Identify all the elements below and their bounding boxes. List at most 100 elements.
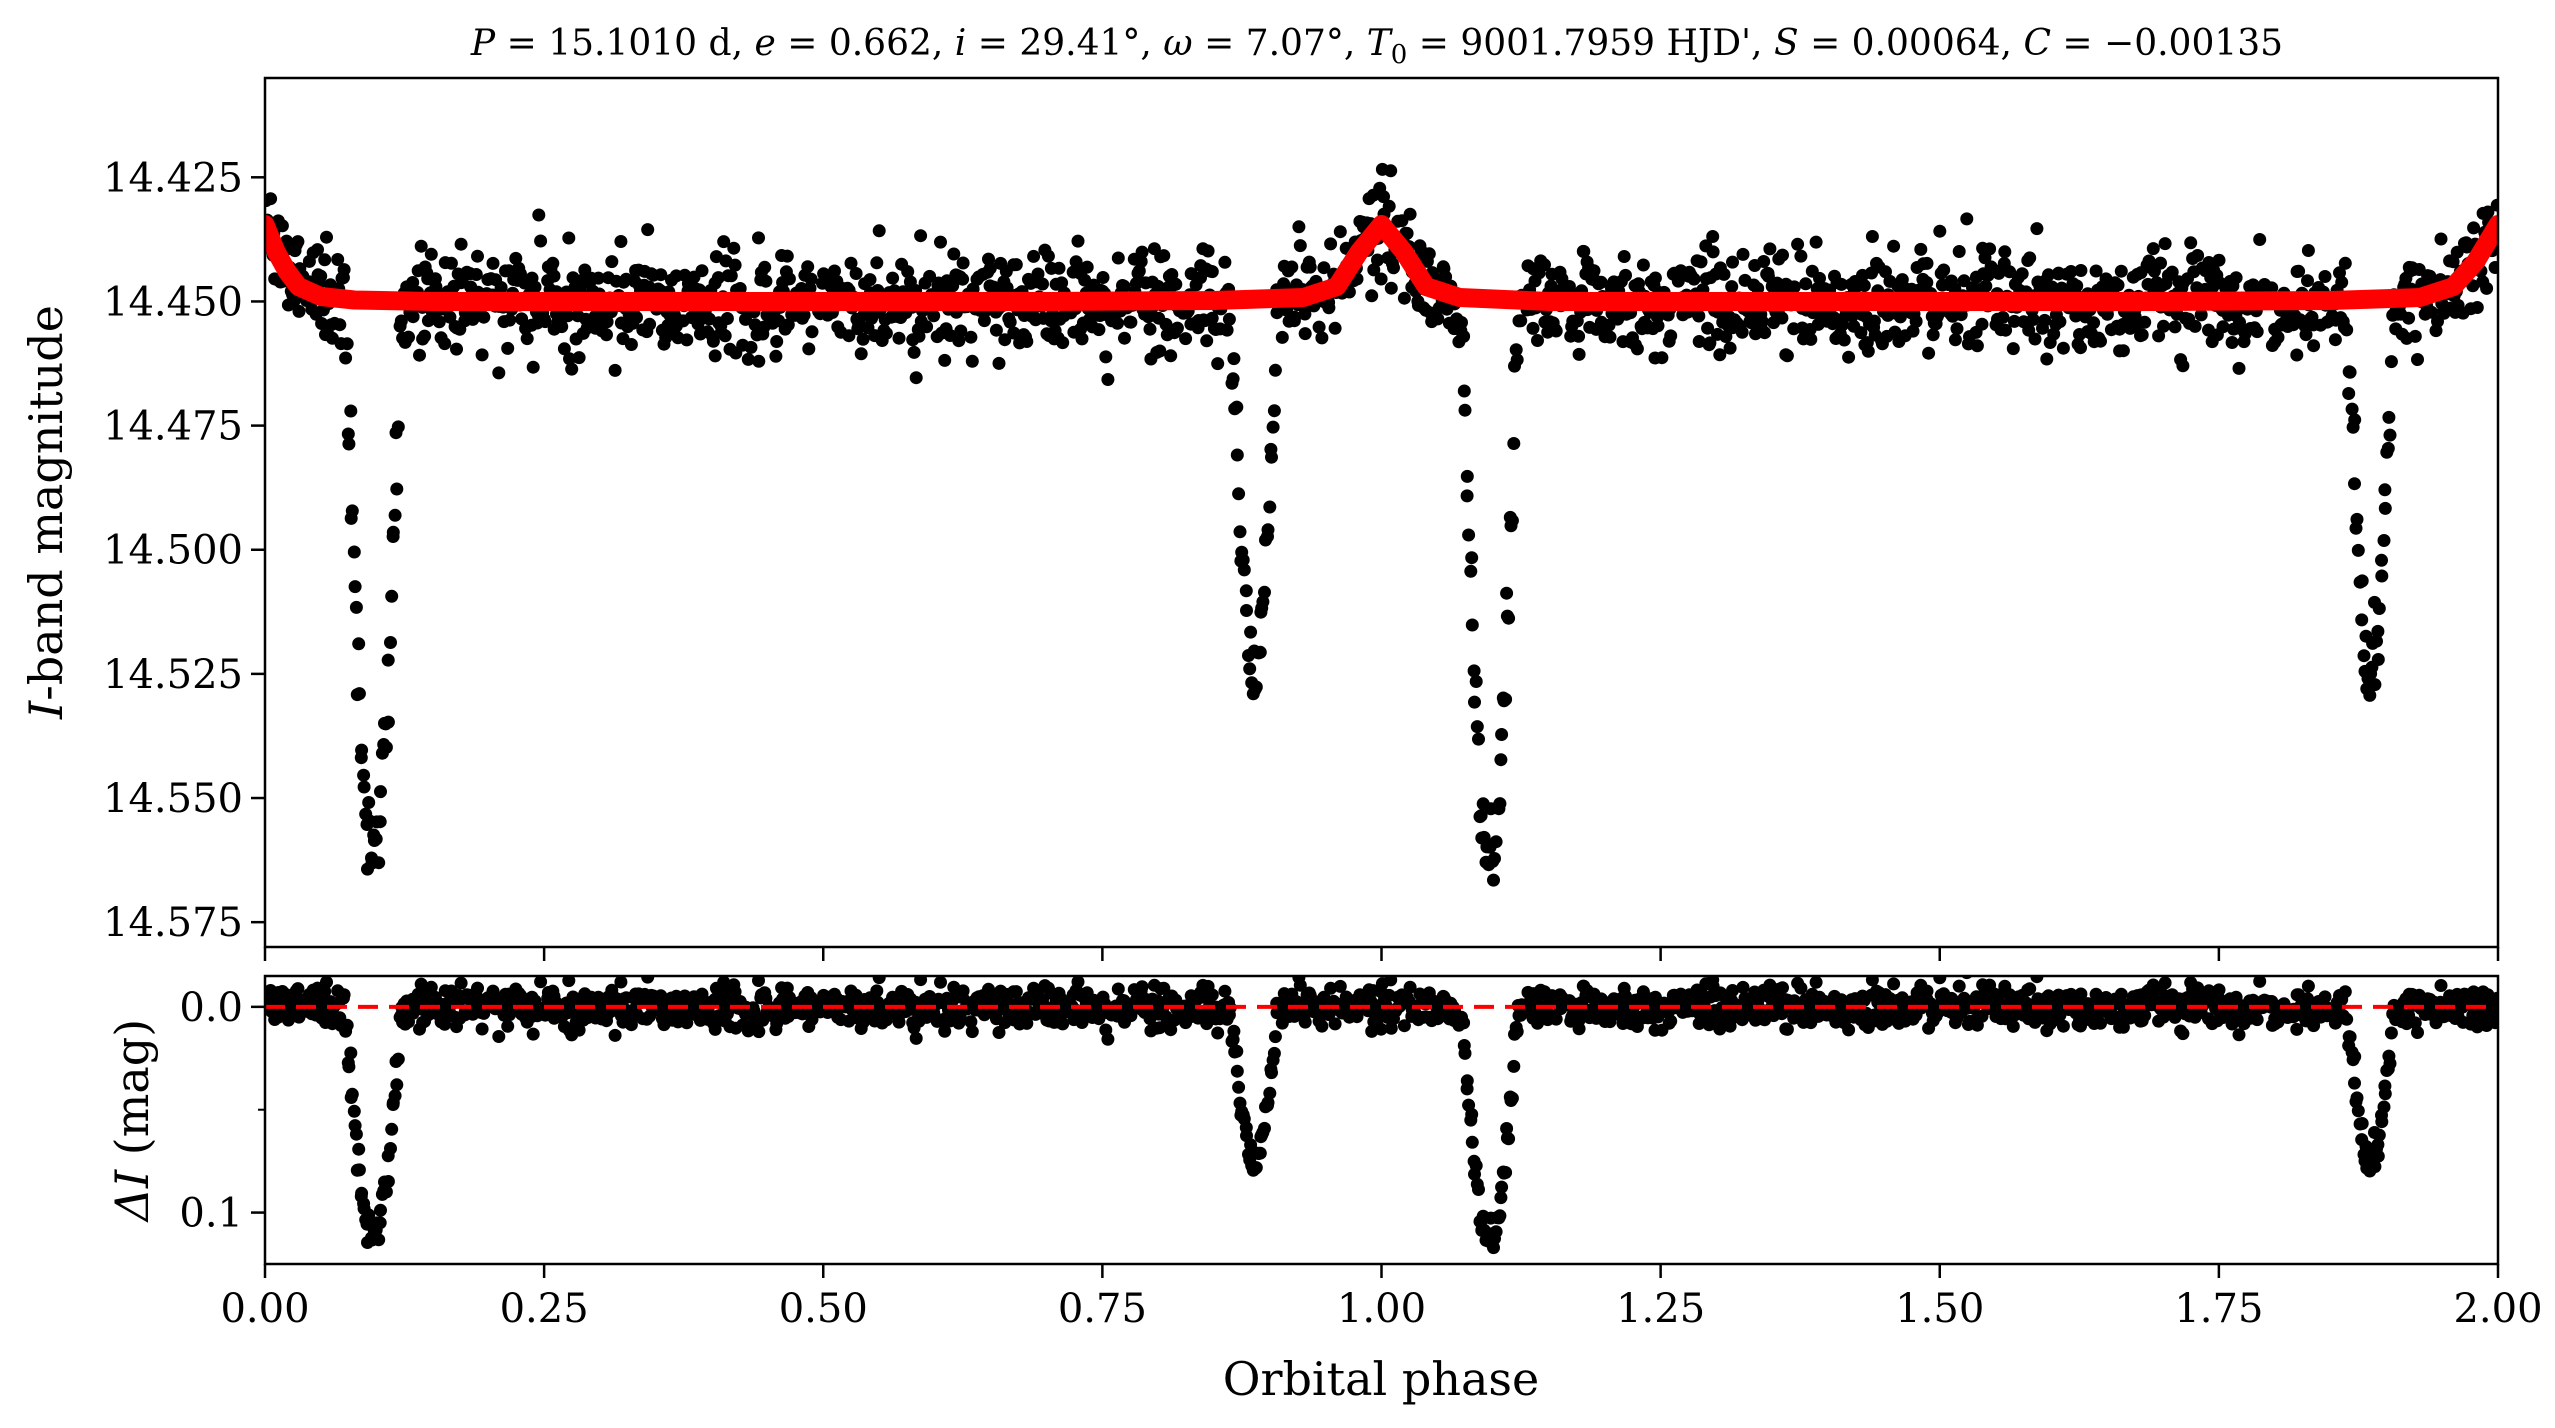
observation-point (1422, 247, 1436, 261)
residual-point (572, 1023, 586, 1037)
observation-point (1258, 585, 1271, 599)
residual-point (1465, 1135, 1479, 1149)
observation-point (1937, 263, 1951, 277)
title-i-value: = 29.41°, (966, 23, 1163, 64)
observation-point (1205, 265, 1219, 279)
residual-point (526, 1027, 540, 1041)
observation-point (977, 314, 991, 328)
observation-point (414, 239, 428, 253)
residual-point (2138, 1009, 2152, 1022)
observation-point (1020, 335, 1034, 348)
observation-point (983, 261, 997, 275)
observation-point (2007, 314, 2021, 328)
observation-point (1324, 237, 1338, 251)
observation-point (1322, 301, 1336, 315)
residual-point (2232, 1028, 2246, 1042)
observation-point (2301, 244, 2315, 257)
top-y-ticks: 14.425 14.450 14.475 14.500 14.525 14.550 14.5… (103, 155, 265, 946)
observation-point (2233, 315, 2246, 329)
observation-point (501, 341, 515, 355)
observation-point (1998, 245, 2012, 259)
observation-point (1514, 314, 1528, 328)
observation-point (1952, 245, 1966, 258)
observation-point (1761, 269, 1775, 283)
residual-point (1205, 988, 1219, 1002)
observation-point (758, 260, 772, 274)
top-y-axis-label: I-band magnitude (19, 305, 73, 720)
observation-point (1474, 809, 1488, 823)
observation-point (1249, 680, 1263, 694)
observation-point (947, 247, 961, 261)
residual-point (372, 1233, 386, 1247)
observation-point (1507, 437, 1521, 450)
observation-point (1735, 325, 1749, 339)
observation-point (2056, 341, 2070, 355)
observation-point (1736, 247, 1750, 261)
observation-point (1317, 261, 1331, 275)
title-e-value: = 0.662, (776, 23, 955, 64)
observation-point (486, 256, 500, 270)
observation-point (2135, 328, 2149, 342)
observation-point (1505, 514, 1519, 528)
residual-point (345, 1087, 359, 1101)
observation-point (1719, 330, 1733, 343)
observation-point (2340, 323, 2354, 337)
residual-point (374, 1203, 387, 1217)
observation-point (1933, 224, 1947, 238)
observation-point (923, 269, 937, 283)
observation-point (1531, 334, 1544, 347)
observation-point (341, 427, 355, 441)
observation-point (1170, 321, 1184, 335)
top-ylabel-symbol: I (19, 700, 73, 720)
residual-point (1460, 1074, 1474, 1088)
observation-point (1488, 852, 1501, 865)
residual-point (2411, 1026, 2424, 1039)
observation-point (1493, 797, 1507, 811)
observation-point (1725, 280, 1739, 294)
observation-point (1118, 331, 1131, 345)
observation-point (2225, 336, 2239, 349)
observation-point (388, 508, 402, 522)
observation-point (863, 273, 877, 287)
x-tick-label: 0.75 (1058, 1286, 1147, 1332)
observation-point (1403, 207, 1417, 221)
observation-point (1979, 279, 1993, 293)
observation-point (1298, 307, 1312, 321)
observation-point (1312, 320, 1326, 334)
observation-point (2490, 198, 2498, 212)
observation-point (1487, 873, 1500, 887)
observation-point (1232, 487, 1246, 501)
observation-point (1179, 332, 1193, 346)
observation-point (1510, 353, 1524, 367)
x-tick-label: 1.00 (1337, 1286, 1426, 1332)
residual-point (1933, 976, 1947, 985)
observation-point (557, 342, 571, 356)
residual-point (2350, 1091, 2364, 1105)
residual-point (1111, 982, 1125, 996)
observation-point (2111, 278, 2125, 292)
residual-point (1397, 1019, 1411, 1033)
observation-point (2146, 242, 2160, 256)
observation-point (320, 230, 333, 244)
title-t-subscript: 0 (1391, 40, 1408, 70)
observation-point (2154, 256, 2167, 270)
observation-point (2040, 352, 2054, 366)
observation-point (2253, 233, 2267, 246)
observation-point (1288, 310, 1302, 324)
observation-point (1687, 272, 1701, 286)
observation-point (562, 231, 576, 245)
observation-point (1387, 261, 1400, 275)
observation-point (381, 653, 395, 667)
observation-point (2053, 315, 2067, 329)
observation-point (2470, 301, 2484, 314)
observation-point (1755, 315, 1769, 328)
observation-point (418, 329, 432, 343)
title-t-value: = 9001.7959 HJD', (1407, 23, 1774, 64)
observation-point (1791, 237, 1805, 251)
observation-point (2480, 281, 2494, 295)
residual-point (340, 1018, 354, 1032)
observation-point (344, 404, 358, 418)
observation-point (1594, 275, 1608, 289)
observation-point (2307, 339, 2321, 353)
residual-point (1258, 1121, 1271, 1135)
